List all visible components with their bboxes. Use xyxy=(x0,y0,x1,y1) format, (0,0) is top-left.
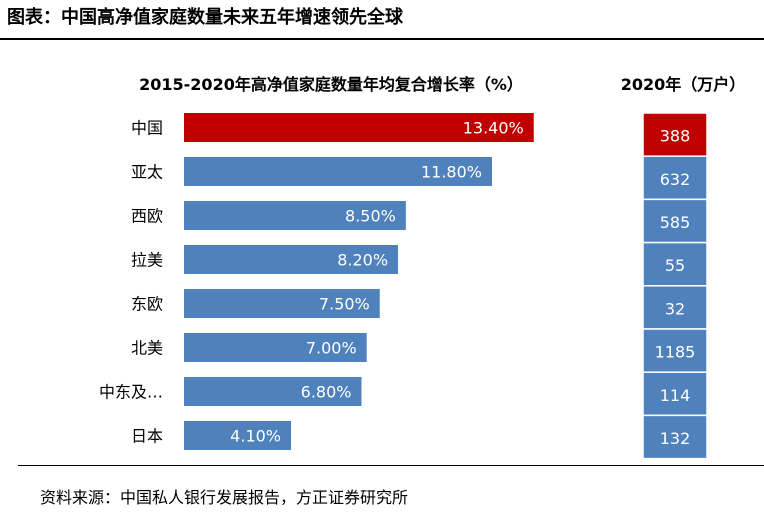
bar xyxy=(184,377,362,406)
category-label: 东欧 xyxy=(131,295,163,314)
bar-value-label: 6.80% xyxy=(301,383,352,402)
bar xyxy=(184,245,399,274)
source-note: 资料来源：中国私人银行发展报告，方正证券研究所 xyxy=(40,488,409,507)
households-value: 388 xyxy=(660,127,691,146)
households-value: 114 xyxy=(660,386,691,405)
bar xyxy=(184,421,292,450)
category-label: 拉美 xyxy=(131,251,163,270)
households-cell xyxy=(642,155,708,201)
households-value: 585 xyxy=(660,213,691,232)
bar-value-label: 13.40% xyxy=(463,119,524,138)
households-value: 55 xyxy=(665,256,685,275)
bar xyxy=(184,113,534,142)
bar xyxy=(184,157,492,186)
chart-title: 2015-2020年高净值家庭数量年均复合增长率（%） xyxy=(139,75,523,94)
bar-value-label: 11.80% xyxy=(421,163,482,182)
households-column-title: 2020年（万户） xyxy=(621,75,746,94)
bar-value-label: 8.50% xyxy=(345,207,396,226)
bar-value-label: 7.50% xyxy=(319,295,370,314)
bars-group: 中国 13.40% 亚太 11.80% 西欧 8.50% 拉美 8.20% 东欧 7.50% 北美 7… xyxy=(99,113,534,450)
category-label: 日本 xyxy=(131,427,163,446)
households-column: 388 632 585 55 32 1185 114 132 xyxy=(642,112,708,460)
households-cell xyxy=(642,414,708,460)
households-value: 132 xyxy=(660,429,691,448)
category-label: 中国 xyxy=(131,119,163,138)
page-title: 图表：中国高净值家庭数量未来五年增速领先全球 xyxy=(7,7,403,28)
bar xyxy=(184,201,406,230)
households-cell xyxy=(642,328,708,373)
source-divider xyxy=(18,465,764,466)
households-value: 632 xyxy=(660,170,691,189)
category-label: 亚太 xyxy=(131,163,163,182)
households-value: 1185 xyxy=(655,343,696,362)
bar-value-label: 7.00% xyxy=(306,339,357,358)
bar xyxy=(184,289,380,318)
category-label: 北美 xyxy=(131,339,163,358)
title-divider xyxy=(0,38,764,40)
bar-value-label: 8.20% xyxy=(337,251,388,270)
bar-value-label: 4.10% xyxy=(230,427,281,446)
category-label: 西欧 xyxy=(131,207,163,226)
households-cell xyxy=(642,285,708,330)
bar xyxy=(184,333,367,362)
households-value: 32 xyxy=(665,299,685,318)
category-label: 中东及… xyxy=(99,383,163,402)
households-cell xyxy=(642,241,708,287)
